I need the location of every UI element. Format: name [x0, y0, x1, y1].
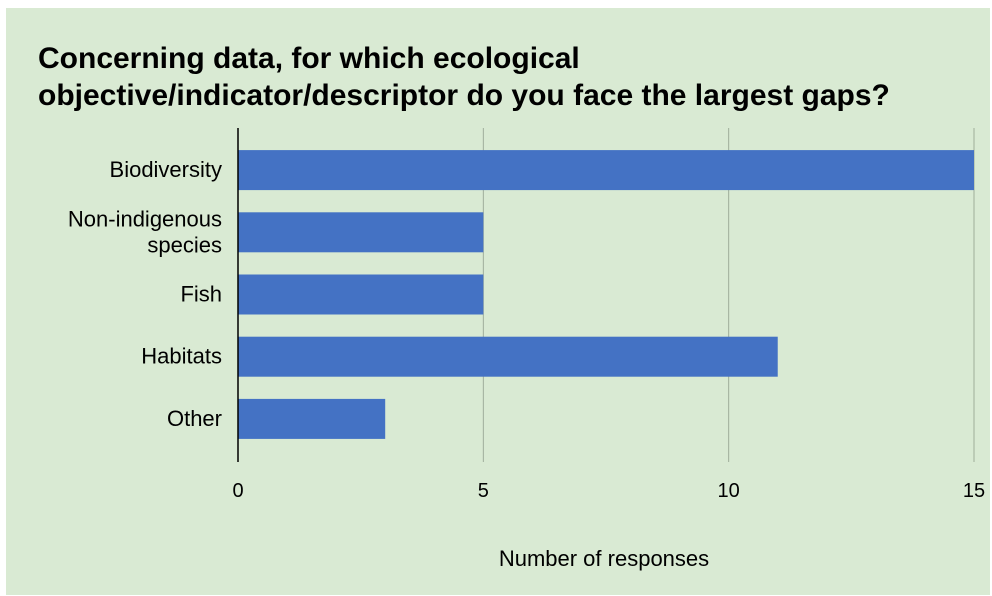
category-label-1: Non-indigenous species [68, 206, 222, 257]
category-label-3: Habitats [141, 344, 222, 369]
bar-3 [238, 336, 778, 377]
x-tick-label-0: 0 [232, 480, 243, 502]
x-tick-label-2: 10 [718, 480, 740, 502]
bar-0 [238, 150, 974, 191]
category-label-4: Other [167, 406, 222, 431]
x-tick-label-1: 5 [478, 480, 489, 502]
category-label-2: Fish [180, 282, 222, 307]
chart-title: Concerning data, for which ecological ob… [38, 42, 890, 112]
x-tick-label-3: 15 [963, 480, 985, 502]
chart-panel [6, 8, 990, 595]
bar-2 [238, 274, 484, 315]
x-axis-title: Number of responses [499, 546, 709, 571]
bar-4 [238, 398, 386, 439]
category-label-0: Biodiversity [110, 157, 222, 182]
bar-1 [238, 212, 484, 253]
